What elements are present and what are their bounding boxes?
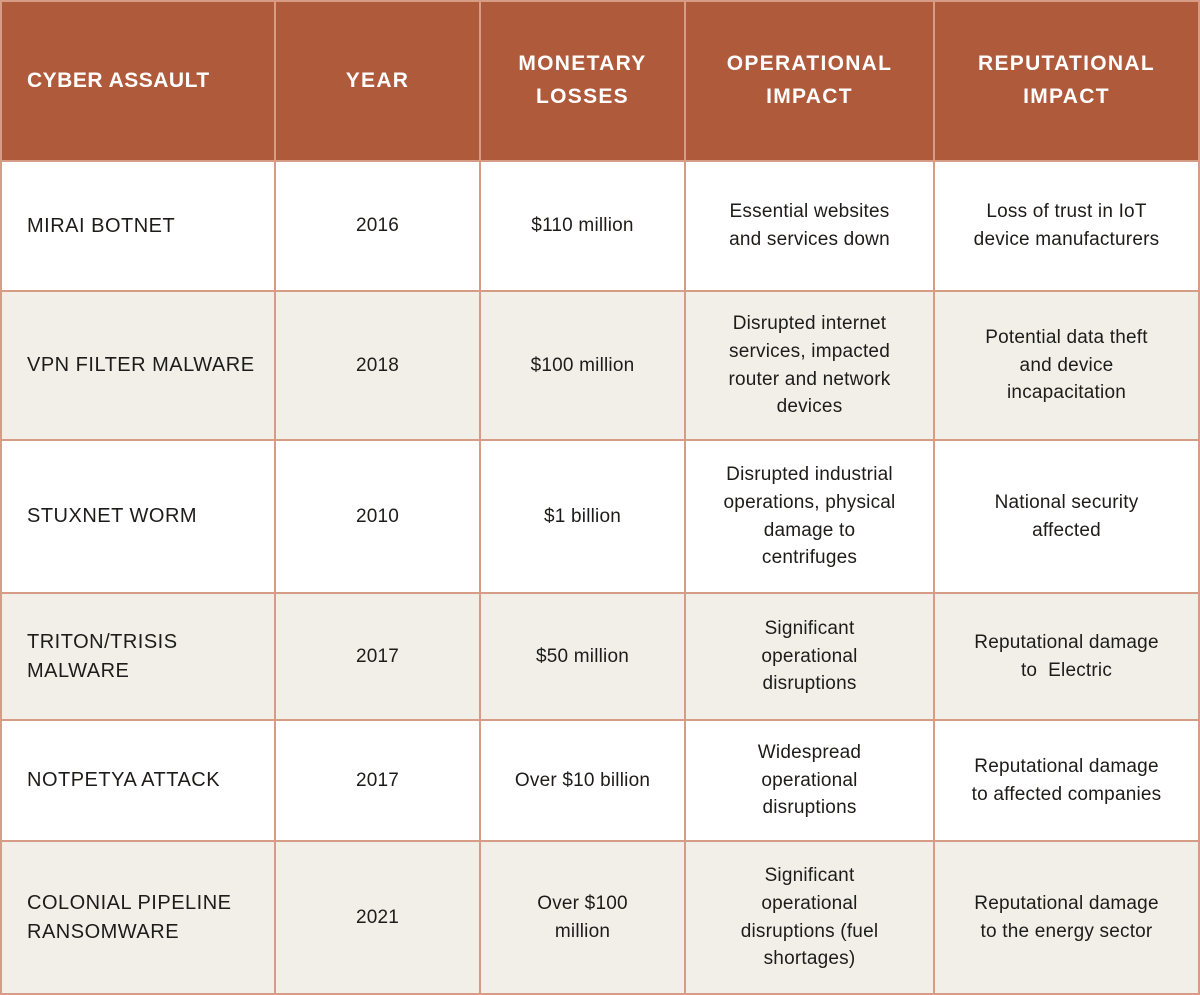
cell-attack-name: STUXNET WORM — [2, 441, 274, 592]
cell-attack-name: TRITON/TRISIS MALWARE — [2, 594, 274, 719]
cell-reputational-impact: Reputational damage to Electric — [935, 594, 1198, 719]
cell-attack-name: VPN FILTER MALWARE — [2, 292, 274, 439]
cell-year: 2016 — [276, 162, 479, 290]
cell-operational-impact: Disrupted internet services, impacted ro… — [686, 292, 933, 439]
cell-reputational-impact: Potential data theft and device incapaci… — [935, 292, 1198, 439]
cell-attack-name: MIRAI BOTNET — [2, 162, 274, 290]
cell-attack-name: NOTPETYA ATTACK — [2, 721, 274, 840]
cell-monetary-losses: $100 million — [481, 292, 684, 439]
cell-year: 2017 — [276, 594, 479, 719]
header-cell-monetary-losses: MONETARY LOSSES — [481, 2, 684, 160]
cell-operational-impact: Widespread operational disruptions — [686, 721, 933, 840]
cell-monetary-losses: $1 billion — [481, 441, 684, 592]
cell-reputational-impact: Loss of trust in IoT device manufacturer… — [935, 162, 1198, 290]
cell-monetary-losses: Over $100 million — [481, 842, 684, 993]
cell-monetary-losses: Over $10 billion — [481, 721, 684, 840]
cell-attack-name: COLONIAL PIPELINE RANSOMWARE — [2, 842, 274, 993]
header-cell-year: YEAR — [276, 2, 479, 160]
cell-year: 2010 — [276, 441, 479, 592]
cell-monetary-losses: $110 million — [481, 162, 684, 290]
cell-operational-impact: Essential websites and services down — [686, 162, 933, 290]
cell-year: 2017 — [276, 721, 479, 840]
cell-reputational-impact: Reputational damage to the energy sector — [935, 842, 1198, 993]
header-cell-reputational-impact: REPUTATIONAL IMPACT — [935, 2, 1198, 160]
cell-year: 2021 — [276, 842, 479, 993]
cell-operational-impact: Disrupted industrial operations, physica… — [686, 441, 933, 592]
header-cell-cyber-assault: CYBER ASSAULT — [2, 2, 274, 160]
cell-reputational-impact: Reputational damage to affected companie… — [935, 721, 1198, 840]
cell-operational-impact: Significant operational disruptions — [686, 594, 933, 719]
header-cell-operational-impact: OPERATIONAL IMPACT — [686, 2, 933, 160]
cell-monetary-losses: $50 million — [481, 594, 684, 719]
cell-reputational-impact: National security affected — [935, 441, 1198, 592]
cell-operational-impact: Significant operational disruptions (fue… — [686, 842, 933, 993]
cell-year: 2018 — [276, 292, 479, 439]
